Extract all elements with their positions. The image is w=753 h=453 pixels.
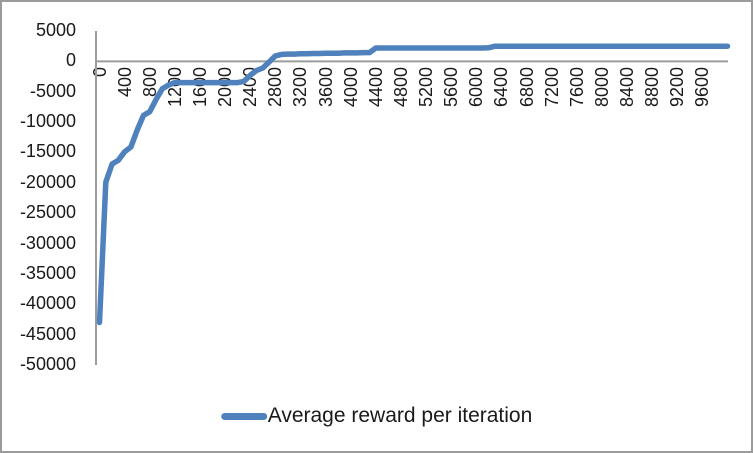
x-tick-label: 6800 [516, 67, 537, 108]
x-tick-label: 800 [139, 67, 160, 98]
y-tick-label: -35000 [19, 262, 76, 283]
x-tick-label: 5600 [441, 67, 462, 108]
x-tick-label: 2400 [240, 67, 261, 108]
x-tick-label: 2000 [215, 67, 236, 108]
y-tick-label: -50000 [19, 354, 76, 374]
x-tick-label: 1600 [189, 67, 210, 108]
x-tick-label: 3200 [290, 67, 311, 108]
x-tick-label: 7600 [566, 67, 587, 108]
x-tick-label: 4400 [365, 67, 386, 108]
y-tick-label: 0 [65, 50, 76, 71]
x-tick-label: 6400 [491, 67, 512, 108]
x-tick-label: 8400 [617, 67, 638, 108]
x-tick-label: 400 [114, 67, 135, 98]
x-tick-label: 8000 [591, 67, 612, 108]
x-tick-label: 2800 [265, 67, 286, 108]
x-tick-label: 9600 [692, 67, 713, 108]
x-tick-label: 0 [89, 67, 110, 78]
x-tick-label: 9200 [667, 67, 688, 108]
y-tick-label: -10000 [19, 111, 76, 132]
x-tick-label: 4000 [340, 67, 361, 108]
legend: Average reward per iteration [220, 404, 533, 428]
x-tick-label: 6000 [466, 67, 487, 108]
y-tick-label: -25000 [19, 202, 76, 223]
legend-label: Average reward per iteration [267, 404, 533, 427]
x-tick-label: 5200 [416, 67, 437, 108]
y-tick-label: -15000 [19, 141, 76, 162]
x-tick-label: 3600 [315, 67, 336, 108]
x-tick-label: 8800 [642, 67, 663, 108]
y-tick-label: 5000 [35, 20, 76, 40]
y-tick-label: -45000 [19, 323, 76, 344]
x-tick-label: 1200 [164, 67, 185, 108]
y-tick-label: -30000 [19, 232, 76, 253]
y-tick-label: -40000 [19, 293, 76, 314]
legend-marker-line [220, 412, 267, 420]
x-tick-label: 7200 [541, 67, 562, 108]
y-tick-label: -5000 [29, 80, 76, 101]
y-tick-label: -20000 [19, 171, 76, 192]
x-tick-label: 4800 [390, 67, 411, 108]
